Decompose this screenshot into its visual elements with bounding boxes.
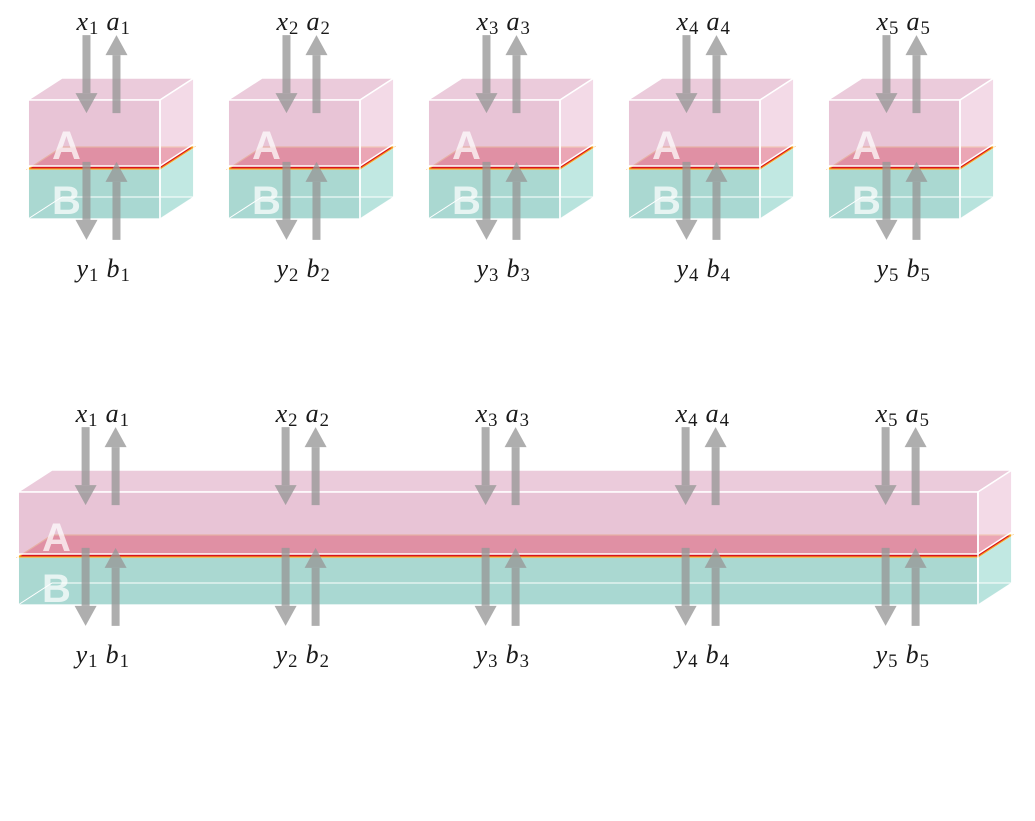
label-a2: a2 xyxy=(306,7,329,37)
label-a1: a1 xyxy=(106,399,129,429)
block-letter-B: B xyxy=(652,179,681,224)
label-y4: y4 xyxy=(676,640,698,670)
label-x2: x2 xyxy=(276,7,298,37)
label-y1: y1 xyxy=(76,254,98,284)
label-a5: a5 xyxy=(906,399,929,429)
label-a2: a2 xyxy=(306,399,329,429)
label-y5: y5 xyxy=(876,254,898,284)
label-a3: a3 xyxy=(506,7,529,37)
label-x1: x1 xyxy=(76,399,98,429)
label-x1: x1 xyxy=(76,7,98,37)
block-letter-B: B xyxy=(42,567,71,612)
label-a1: a1 xyxy=(106,7,129,37)
label-b5: b5 xyxy=(906,640,929,670)
label-a3: a3 xyxy=(506,399,529,429)
label-x5: x5 xyxy=(876,399,898,429)
block-letter-A: A xyxy=(252,124,281,169)
block-letter-A: A xyxy=(42,516,71,561)
label-x4: x4 xyxy=(676,7,698,37)
label-y4: y4 xyxy=(676,254,698,284)
label-x4: x4 xyxy=(676,399,698,429)
label-y2: y2 xyxy=(276,640,298,670)
label-b1: b1 xyxy=(106,640,129,670)
block-letter-A: A xyxy=(652,124,681,169)
label-b1: b1 xyxy=(106,254,129,284)
label-y1: y1 xyxy=(76,640,98,670)
label-b4: b4 xyxy=(706,640,729,670)
label-b2: b2 xyxy=(306,254,329,284)
block-letter-A: A xyxy=(52,124,81,169)
label-b2: b2 xyxy=(306,640,329,670)
label-y3: y3 xyxy=(476,640,498,670)
label-y3: y3 xyxy=(476,254,498,284)
label-y2: y2 xyxy=(276,254,298,284)
label-b3: b3 xyxy=(506,254,529,284)
label-a5: a5 xyxy=(906,7,929,37)
label-x3: x3 xyxy=(476,7,498,37)
label-y5: y5 xyxy=(876,640,898,670)
label-x5: x5 xyxy=(876,7,898,37)
label-b5: b5 xyxy=(906,254,929,284)
block-letter-A: A xyxy=(852,124,881,169)
block-letter-B: B xyxy=(852,179,881,224)
label-a4: a4 xyxy=(706,7,729,37)
label-x2: x2 xyxy=(276,399,298,429)
block-letter-B: B xyxy=(52,179,81,224)
label-x3: x3 xyxy=(476,399,498,429)
label-b3: b3 xyxy=(506,640,529,670)
block-letter-A: A xyxy=(452,124,481,169)
label-b4: b4 xyxy=(706,254,729,284)
block-letter-B: B xyxy=(452,179,481,224)
block-letter-B: B xyxy=(252,179,281,224)
diagram-canvas: ABx1a1y1b1ABx2a2y2b2ABx3a3y3b3ABx4a4y4b4… xyxy=(0,0,1035,821)
label-a4: a4 xyxy=(706,399,729,429)
